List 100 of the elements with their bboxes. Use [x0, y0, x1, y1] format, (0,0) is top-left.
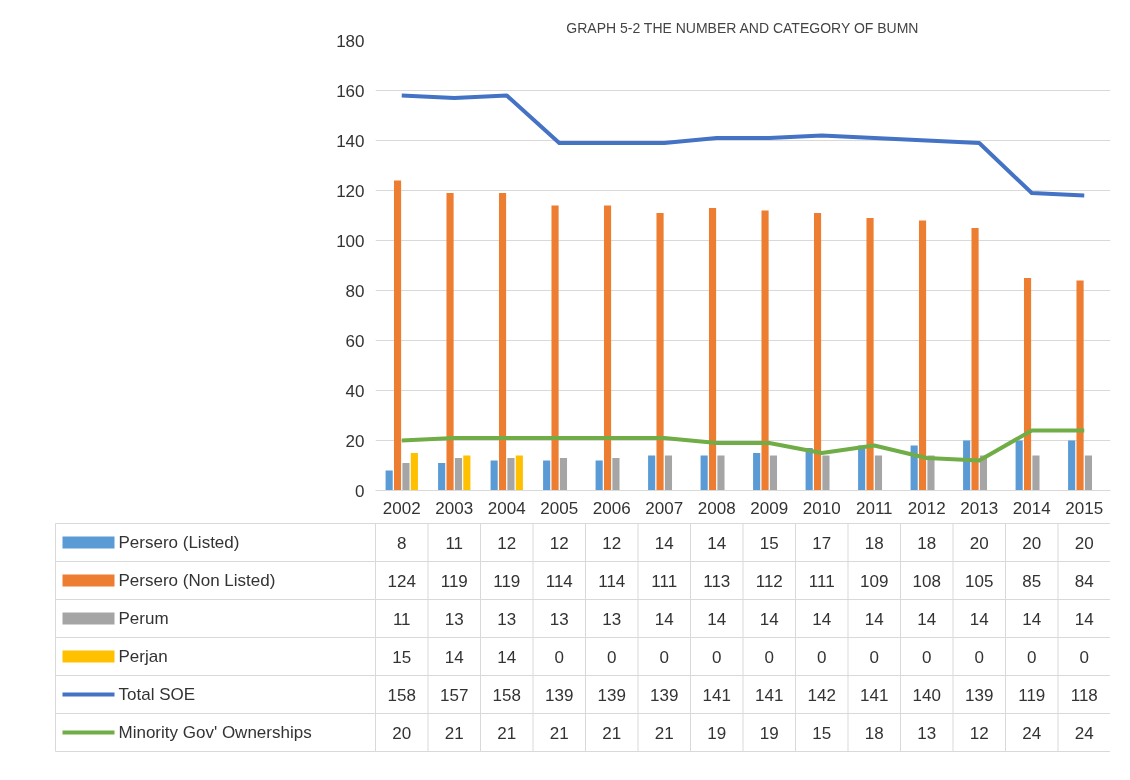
- data-label: 21: [602, 723, 622, 743]
- bar: [559, 458, 568, 491]
- data-label: 0: [817, 647, 827, 667]
- bar: [463, 455, 471, 491]
- data-label: 11: [392, 609, 411, 629]
- data-label: 114: [545, 571, 573, 591]
- data-label: 18: [917, 533, 937, 553]
- data-label: 14: [1022, 609, 1042, 629]
- data-label: 12: [969, 723, 989, 743]
- data-label: 13: [602, 609, 622, 629]
- x-tick-label: 2002: [382, 498, 421, 518]
- data-label: 119: [493, 571, 521, 591]
- bar: [446, 193, 454, 491]
- bar: [918, 220, 927, 491]
- data-label: 14: [707, 533, 727, 553]
- data-label: 20: [969, 533, 989, 553]
- data-label: 21: [444, 723, 464, 743]
- data-label: 21: [497, 723, 517, 743]
- x-tick-label: 2008: [697, 498, 736, 518]
- data-label: 14: [444, 647, 464, 667]
- data-label: 111: [808, 571, 835, 591]
- y-tick-label: 0: [355, 481, 365, 501]
- bar: [700, 455, 708, 491]
- bar: [874, 455, 883, 491]
- x-tick-label: 2012: [907, 498, 946, 518]
- data-label: 24: [1074, 723, 1094, 743]
- data-label: 13: [444, 609, 464, 629]
- bar: [515, 455, 523, 491]
- data-label: 105: [965, 571, 994, 591]
- legend-label: Persero (Non Listed): [118, 571, 276, 590]
- data-label: 139: [597, 685, 626, 705]
- data-label: 141: [755, 685, 784, 705]
- data-label: 157: [440, 685, 469, 705]
- legend-label: Persero (Listed): [118, 533, 240, 552]
- data-label: 118: [1070, 685, 1098, 705]
- data-label: 139: [545, 685, 574, 705]
- bar: [1084, 455, 1093, 491]
- data-label: 20: [392, 723, 412, 743]
- data-label: 111: [651, 571, 678, 591]
- data-label: 11: [445, 533, 464, 553]
- data-label: 14: [654, 533, 674, 553]
- data-label: 0: [1079, 647, 1089, 667]
- x-tick-label: 2009: [750, 498, 789, 518]
- data-label: 14: [759, 609, 779, 629]
- bar: [603, 205, 612, 491]
- data-label: 19: [759, 723, 779, 743]
- data-label: 15: [759, 533, 779, 553]
- data-label: 108: [912, 571, 941, 591]
- x-tick-label: 2006: [592, 498, 631, 518]
- legend-label: Minority Gov' Ownerships: [118, 723, 312, 742]
- line-series: [399, 428, 1087, 463]
- data-label: 0: [922, 647, 932, 667]
- y-tick-label: 120: [336, 181, 365, 201]
- bar: [753, 453, 761, 491]
- x-tick-label: 2007: [645, 498, 684, 518]
- y-tick-label: 40: [345, 381, 365, 401]
- bar: [490, 460, 498, 491]
- data-label: 112: [755, 571, 783, 591]
- bar: [708, 208, 717, 491]
- bar: [656, 213, 664, 491]
- bar: [822, 455, 830, 491]
- data-label: 14: [1074, 609, 1094, 629]
- bar: [612, 458, 620, 491]
- data-label: 139: [965, 685, 994, 705]
- bar: [1015, 440, 1023, 491]
- data-label: 85: [1022, 571, 1042, 591]
- bar: [664, 455, 673, 491]
- data-label: 158: [492, 685, 521, 705]
- data-label: 14: [497, 647, 517, 667]
- data-label: 8: [397, 533, 407, 553]
- data-label: 13: [917, 723, 937, 743]
- bar: [866, 218, 874, 491]
- data-label: 14: [864, 609, 884, 629]
- data-label: 141: [702, 685, 731, 705]
- y-tick-label: 80: [345, 281, 365, 301]
- data-label: 0: [974, 647, 984, 667]
- y-tick-label: 140: [336, 131, 365, 151]
- bar: [498, 193, 507, 491]
- bar: [648, 455, 656, 491]
- data-label: 0: [659, 647, 669, 667]
- bar: [1068, 440, 1076, 491]
- data-label: 13: [549, 609, 569, 629]
- data-label: 0: [712, 647, 722, 667]
- bar: [717, 455, 725, 491]
- bar: [971, 228, 979, 491]
- data-label: 13: [497, 609, 517, 629]
- bar: [454, 458, 463, 491]
- data-label: 12: [602, 533, 622, 553]
- data-label: 109: [860, 571, 889, 591]
- legend-label: Total SOE: [118, 685, 196, 704]
- bar: [1032, 455, 1040, 491]
- data-label: 139: [650, 685, 679, 705]
- data-label: 24: [1022, 723, 1042, 743]
- bar: [402, 463, 410, 491]
- bar: [813, 213, 822, 491]
- y-tick-label: 100: [336, 231, 365, 251]
- y-tick-label: 160: [336, 81, 365, 101]
- data-label: 14: [707, 609, 727, 629]
- data-label: 19: [707, 723, 727, 743]
- data-label: 14: [812, 609, 832, 629]
